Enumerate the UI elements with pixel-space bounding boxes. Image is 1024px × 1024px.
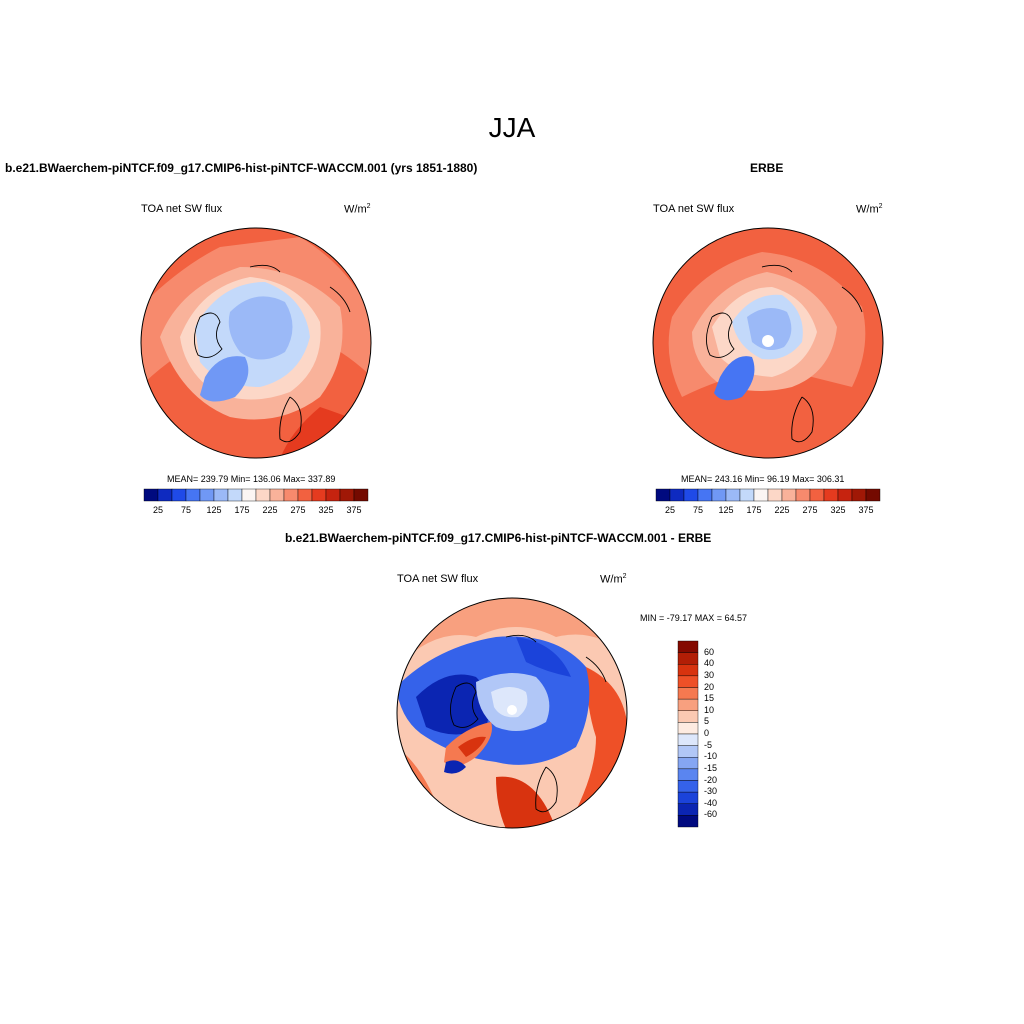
- colorbar-swatch: [725, 488, 741, 502]
- colorbar-swatch: [677, 664, 699, 677]
- colorbar-tick-label: -30: [704, 786, 718, 797]
- colorbar-tick-label: 30: [704, 669, 715, 680]
- colorbar-tick-label: 375: [858, 505, 874, 515]
- colorbar-swatch: [711, 488, 727, 502]
- colorbar-swatch: [655, 488, 671, 502]
- colorbar-tick-label: -5: [704, 739, 713, 750]
- obs-stats: MEAN= 243.16 Min= 96.19 Max= 306.31: [681, 474, 845, 484]
- colorbar-swatch: [677, 722, 699, 735]
- obs-units-label: W/m2: [856, 203, 883, 216]
- figure-title: JJA: [488, 112, 536, 143]
- model-stats: MEAN= 239.79 Min= 136.06 Max= 337.89: [167, 474, 336, 484]
- colorbar-swatch: [781, 488, 797, 502]
- colorbar-tick-label: 5: [704, 716, 710, 727]
- diff-units-label: W/m2: [600, 573, 627, 586]
- colorbar-swatch: [283, 488, 299, 502]
- colorbar-swatch: [157, 488, 173, 502]
- obs-variable-label: TOA net SW flux: [653, 203, 735, 215]
- colorbar-swatch: [227, 488, 243, 502]
- colorbar-swatch: [677, 710, 699, 723]
- colorbar-tick-label: 275: [802, 505, 818, 515]
- colorbar-swatch: [353, 488, 369, 502]
- diff-polar-map: [396, 597, 628, 829]
- diff-panel-title: b.e21.BWaerchem-piNTCF.f09_g17.CMIP6-his…: [285, 531, 712, 545]
- colorbar-tick-label: 375: [346, 505, 362, 515]
- colorbar-swatch: [851, 488, 867, 502]
- colorbar-swatch: [677, 768, 699, 781]
- colorbar-swatch: [809, 488, 825, 502]
- colorbar-swatch: [185, 488, 201, 502]
- colorbar-swatch: [837, 488, 853, 502]
- colorbar-swatch: [677, 791, 699, 804]
- obs-panel-title: ERBE: [750, 161, 784, 175]
- diff-variable-label: TOA net SW flux: [397, 573, 479, 585]
- obs-polar-map: [652, 227, 884, 459]
- colorbar-tick-label: 10: [704, 704, 715, 715]
- colorbar-swatch: [677, 757, 699, 770]
- colorbar-tick-label: 225: [774, 505, 790, 515]
- colorbar-tick-label: -60: [704, 809, 718, 820]
- colorbar-swatch: [269, 488, 285, 502]
- colorbar-tick-label: 75: [180, 505, 191, 515]
- colorbar-swatch: [677, 733, 699, 746]
- colorbar-swatch: [325, 488, 341, 502]
- colorbar-swatch: [697, 488, 713, 502]
- colorbar-tick-label: 25: [152, 505, 163, 515]
- colorbar-swatch: [669, 488, 685, 502]
- colorbar-swatch: [143, 488, 159, 502]
- colorbar-tick-label: 325: [830, 505, 846, 515]
- colorbar-tick-label: -15: [704, 762, 718, 773]
- model-panel-title: b.e21.BWaerchem-piNTCF.f09_g17.CMIP6-his…: [5, 161, 478, 175]
- colorbar-swatch: [677, 640, 699, 653]
- colorbar-swatch: [677, 745, 699, 758]
- colorbar-tick-label: 40: [704, 658, 715, 669]
- colorbar-swatch: [753, 488, 769, 502]
- colorbar-tick-label: -40: [704, 797, 718, 808]
- colorbar-swatch: [677, 780, 699, 793]
- colorbar-tick-label: -10: [704, 751, 718, 762]
- colorbar-swatch: [865, 488, 881, 502]
- colorbar-tick-label: 175: [234, 505, 250, 515]
- diff-colorbar: [677, 640, 699, 828]
- colorbar-swatch: [171, 488, 187, 502]
- model-colorbar: [143, 488, 369, 502]
- colorbar-tick-label: 125: [206, 505, 222, 515]
- colorbar-swatch: [297, 488, 313, 502]
- colorbar-swatch: [311, 488, 327, 502]
- colorbar-tick-label: 60: [704, 646, 715, 657]
- colorbar-tick-label: -20: [704, 774, 718, 785]
- colorbar-swatch: [677, 652, 699, 665]
- colorbar-tick-label: 0: [704, 728, 710, 738]
- model-polar-map: [140, 227, 372, 459]
- model-variable-label: TOA net SW flux: [141, 203, 223, 215]
- colorbar-swatch: [255, 488, 271, 502]
- colorbar-tick-label: 175: [746, 505, 762, 515]
- model-units-label: W/m2: [344, 203, 371, 216]
- colorbar-swatch: [677, 803, 699, 816]
- colorbar-swatch: [199, 488, 215, 502]
- colorbar-swatch: [739, 488, 755, 502]
- colorbar-swatch: [683, 488, 699, 502]
- colorbar-tick-label: 275: [290, 505, 306, 515]
- colorbar-swatch: [213, 488, 229, 502]
- colorbar-swatch: [767, 488, 783, 502]
- colorbar-swatch: [339, 488, 355, 502]
- colorbar-tick-label: 25: [664, 505, 675, 515]
- colorbar-swatch: [795, 488, 811, 502]
- colorbar-tick-label: 225: [262, 505, 278, 515]
- colorbar-swatch: [823, 488, 839, 502]
- colorbar-tick-label: 20: [704, 681, 715, 692]
- colorbar-swatch: [241, 488, 257, 502]
- diff-stats: MIN = -79.17 MAX = 64.57: [640, 613, 748, 623]
- colorbar-tick-label: 325: [318, 505, 334, 515]
- colorbar-tick-label: 75: [692, 505, 703, 515]
- colorbar-tick-label: 15: [704, 693, 715, 704]
- colorbar-swatch: [677, 675, 699, 688]
- colorbar-swatch: [677, 687, 699, 700]
- colorbar-tick-label: 125: [718, 505, 734, 515]
- colorbar-swatch: [677, 698, 699, 711]
- obs-colorbar: [655, 488, 881, 502]
- colorbar-swatch: [677, 815, 699, 828]
